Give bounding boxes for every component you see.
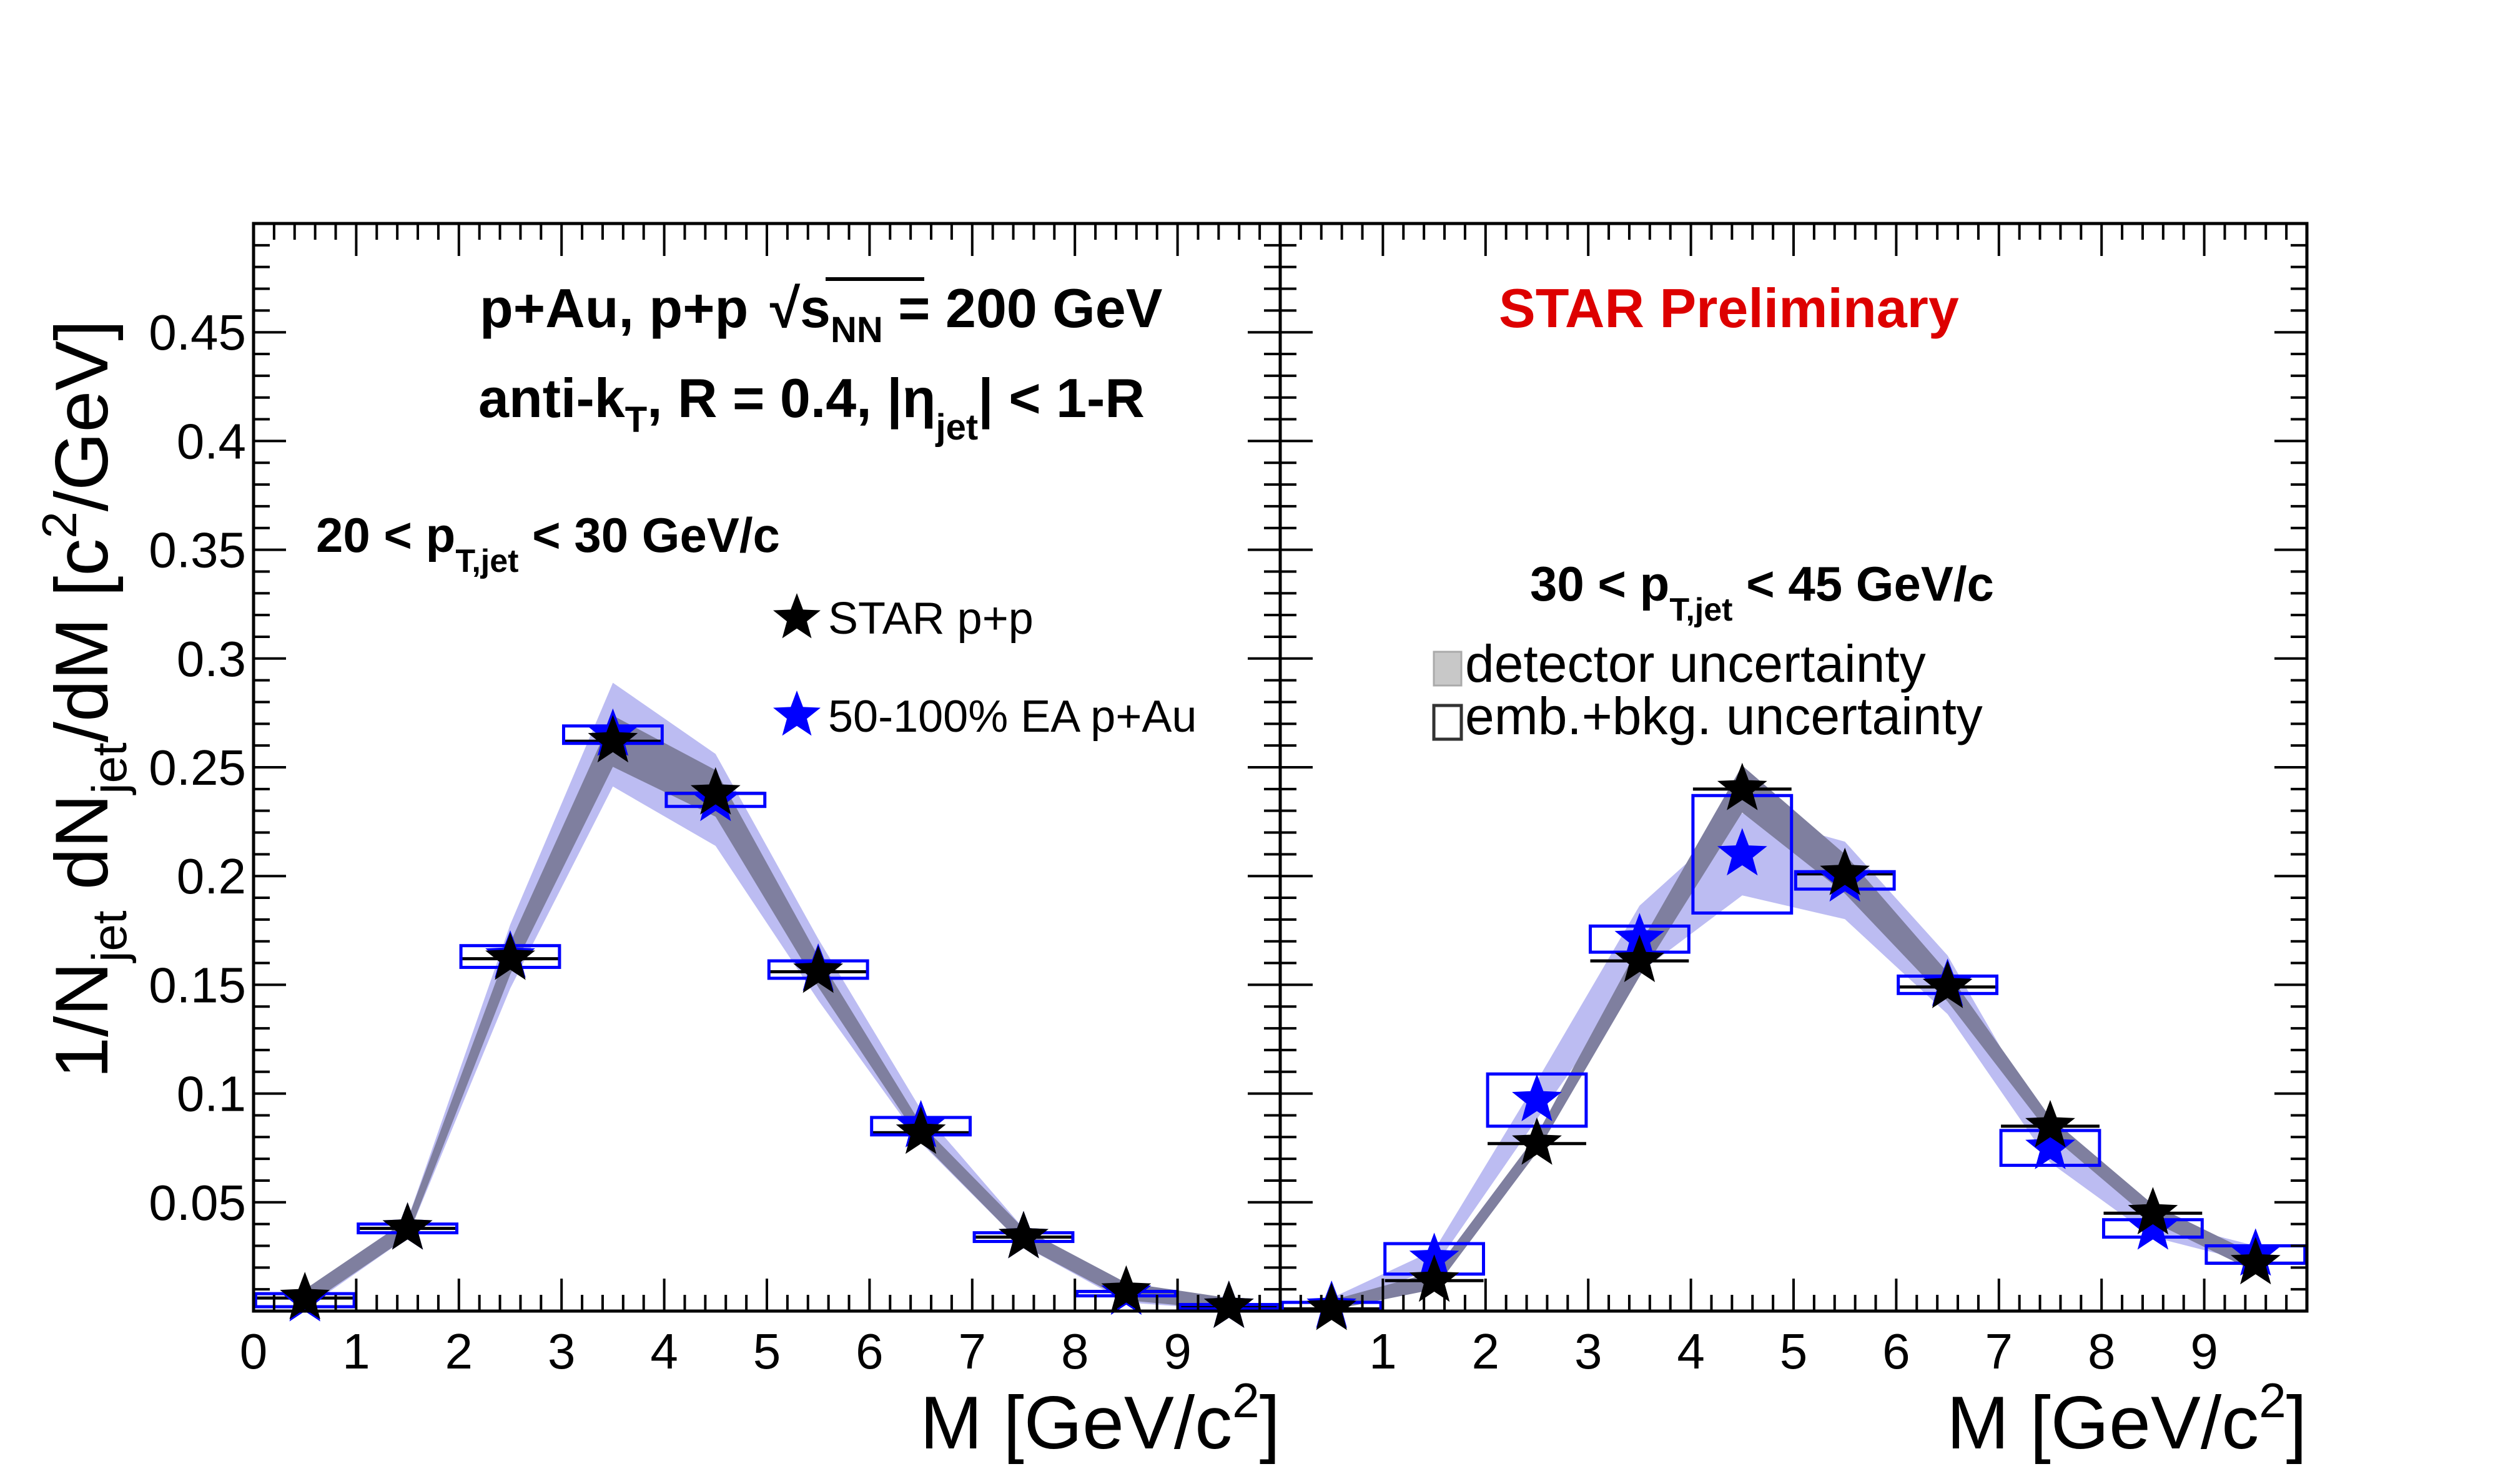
x-tick-label: 1 <box>1369 1324 1397 1379</box>
uncertainty-bands-right <box>1331 765 2256 1310</box>
x-axis-title-left: M [GeV/c2] <box>920 1373 1280 1465</box>
legend: STAR p+p 50-100% EA p+Au detector uncert… <box>773 593 1983 745</box>
x-tick-label: 6 <box>856 1324 884 1379</box>
pp-point <box>1306 1282 1357 1330</box>
x-tick-label: 4 <box>650 1324 678 1379</box>
pp-uncertainty-band <box>305 715 1229 1310</box>
y-tick-label: 0.25 <box>149 740 246 795</box>
x-tick-label: 3 <box>1574 1324 1602 1379</box>
pau-point <box>2025 1121 2075 1169</box>
x-tick-label: 3 <box>548 1324 576 1379</box>
x-tick-label: 7 <box>959 1324 987 1379</box>
x-tick-label: 7 <box>1985 1324 2013 1379</box>
pp-point <box>1203 1280 1254 1328</box>
x-tick-label: 5 <box>1780 1324 1808 1379</box>
x-tick-label: 4 <box>1677 1324 1705 1379</box>
header-line2: anti-kT, R = 0.4, |ηjet| < 1-R <box>478 367 1145 448</box>
pp-point <box>2128 1187 2178 1235</box>
pp-point <box>1409 1254 1459 1302</box>
pp-point <box>896 1106 946 1154</box>
pau-point <box>1717 828 1767 876</box>
legend-pau-marker <box>773 690 821 736</box>
pp-point <box>1614 935 1665 983</box>
pp-point <box>999 1211 1049 1259</box>
pp-point <box>690 767 741 815</box>
pau-point <box>1512 1074 1562 1121</box>
data-marks-right <box>1280 762 2307 1330</box>
y-tick-label: 0.3 <box>177 631 246 687</box>
y-tick-label: 0.15 <box>149 957 246 1013</box>
pp-point <box>485 932 535 980</box>
pp-point <box>1512 1117 1562 1165</box>
frame-right <box>1278 222 2309 1313</box>
legend-detector-swatch <box>1433 651 1463 687</box>
pp-point <box>1922 960 1973 1008</box>
legend-detector-label: detector uncertainty <box>1465 634 1926 693</box>
pt-label-left: 20 < pT,jet < 30 GeV/c <box>316 508 780 579</box>
y-axis-title: 1/Njet dNjet/dM [c2/GeV] <box>32 320 137 1078</box>
pp-point <box>793 945 844 993</box>
pau-uncertainty-band <box>305 682 1229 1310</box>
pau-point <box>2128 1202 2178 1250</box>
pp-point <box>1717 762 1767 810</box>
x-tick-label: 6 <box>1882 1324 1910 1379</box>
y-tick-label: 0.1 <box>177 1066 246 1122</box>
pp-point <box>588 715 638 763</box>
x-axis-title-right: M [GeV/c2] <box>1947 1373 2307 1465</box>
pp-point <box>2025 1099 2075 1147</box>
legend-pp-marker <box>773 593 821 639</box>
x-tick-label: 0 <box>240 1324 268 1379</box>
y-tick-label: 0.2 <box>177 848 246 904</box>
y-tick-label: 0.4 <box>177 413 246 469</box>
pp-point <box>1101 1265 1152 1313</box>
uncertainty-bands-left <box>305 682 1229 1310</box>
y-tick-label: 0.45 <box>149 305 246 360</box>
x-tick-label: 2 <box>1472 1324 1500 1379</box>
y-tick-label: 0.05 <box>149 1175 246 1231</box>
x-tick-label: 8 <box>2088 1324 2116 1379</box>
x-tick-label: 5 <box>753 1324 781 1379</box>
x-tick-label: 9 <box>2190 1324 2218 1379</box>
x-tick-label: 2 <box>445 1324 473 1379</box>
pp-point <box>280 1272 330 1320</box>
y-tick-label: 0.35 <box>149 523 246 578</box>
legend-emb-label: emb.+bkg. uncertainty <box>1465 687 1983 745</box>
pt-label-right: 30 < pT,jet < 45 GeV/c <box>1530 556 1994 628</box>
legend-emb-swatch <box>1432 704 1463 741</box>
header-line1: p+Au, p+p √sNN = 200 GeV <box>480 277 1163 350</box>
data-marks-left <box>254 708 1280 1328</box>
legend-pau-label: 50-100% EA p+Au <box>828 692 1197 742</box>
x-tick-label: 9 <box>1163 1324 1192 1379</box>
pp-uncertainty-band <box>1331 765 2256 1310</box>
axes: 0 1 2 3 4 5 6 7 8 9 0.05 0.1 0.15 0.2 0.25 0.3 0.35 0.4 0.… <box>149 224 2308 1379</box>
x-tick-label: 8 <box>1061 1324 1089 1379</box>
legend-pp-label: STAR p+p <box>828 594 1034 644</box>
x-tick-label: 1 <box>342 1324 370 1379</box>
preliminary-label: STAR Preliminary <box>1499 277 1959 339</box>
pp-point <box>2230 1237 2281 1285</box>
pp-point <box>1820 847 1870 895</box>
pp-point <box>382 1202 433 1250</box>
